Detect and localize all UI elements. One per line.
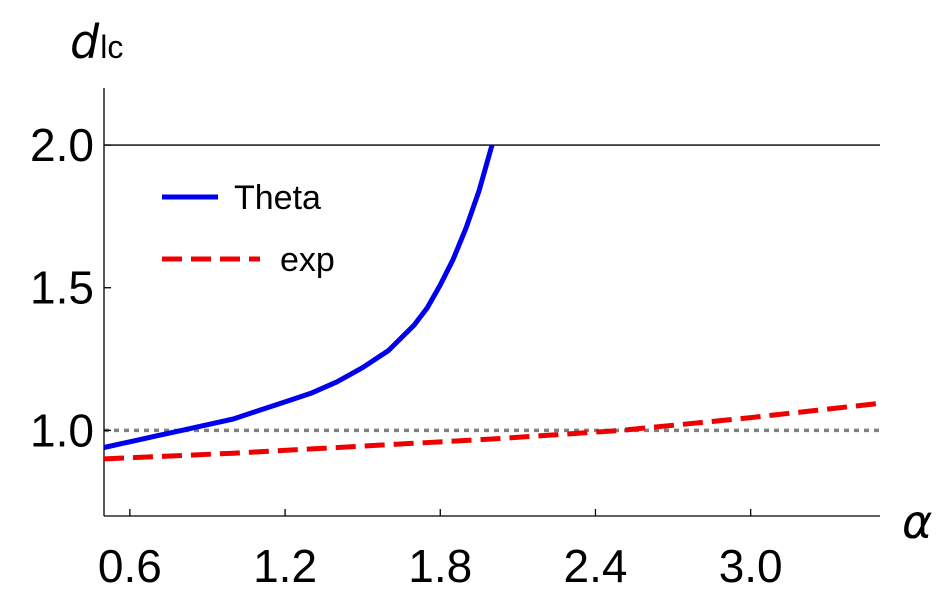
reference-lines: [104, 144, 880, 433]
y-axis-title: dlc: [70, 15, 123, 69]
x-axis-title: α: [902, 495, 932, 549]
y-axis-title-main: d: [70, 15, 100, 69]
series: [103, 144, 881, 462]
y-axis-title-sub: lc: [100, 29, 123, 65]
x-tick-label-3: 2.4: [563, 540, 627, 591]
legend-label-theta: Theta: [234, 179, 321, 217]
x-tick-label-1: 1.2: [253, 540, 317, 591]
y-tick-label-1: 1.5: [30, 262, 94, 314]
x-tick-label-0: 0.6: [98, 540, 162, 591]
series-line-exp: [103, 400, 881, 462]
x-tick-label-2: 1.8: [408, 540, 472, 591]
ticks: 0.6 1.2 1.8 2.4 3.0 1.0 1.5 2.0: [30, 119, 783, 591]
y-tick-label-2: 2.0: [30, 119, 94, 171]
y-tick-label-0: 1.0: [30, 404, 94, 456]
legend-label-exp: exp: [280, 241, 335, 279]
series-line-theta: [103, 144, 495, 450]
legend: Theta exp: [162, 179, 335, 279]
x-tick-label-4: 3.0: [719, 540, 783, 591]
